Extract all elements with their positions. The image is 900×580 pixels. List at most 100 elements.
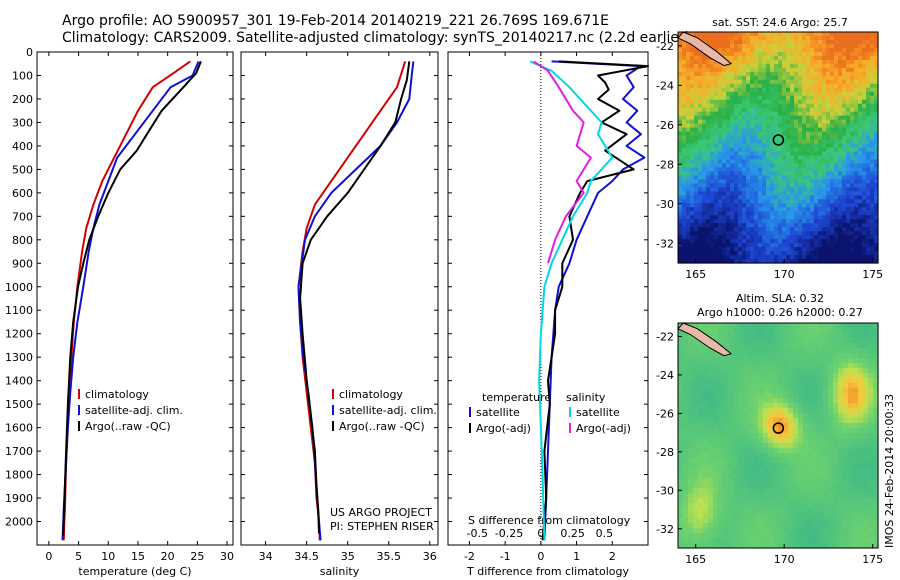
- sst-map-cell: [834, 239, 839, 244]
- sst-map-cell: [798, 99, 803, 105]
- sst-map-cell: [778, 175, 783, 180]
- sst-map-cell: [746, 231, 751, 236]
- sst-map-cell: [790, 167, 795, 172]
- sla-map-cell: [703, 403, 709, 409]
- sst-map-cell: [858, 83, 863, 89]
- sla-map-cell: [758, 453, 764, 459]
- sst-map-cell: [810, 107, 815, 113]
- sst-map-cell: [738, 243, 743, 248]
- sst-map-cell: [830, 95, 835, 101]
- sst-map-cell: [802, 207, 807, 212]
- sla-map-cell: [758, 478, 764, 484]
- sla-map-cell: [798, 428, 804, 434]
- sla-map-cell: [873, 488, 879, 494]
- sst-map-cell: [698, 191, 703, 196]
- sst-map-cell: [838, 51, 843, 57]
- sst-map-cell: [806, 207, 811, 212]
- sla-map-cell: [773, 433, 779, 439]
- sst-map-cell: [698, 255, 703, 260]
- sst-map-cell: [750, 119, 755, 125]
- sla-map-cell: [818, 538, 824, 544]
- sla-map-cell: [818, 343, 824, 349]
- sst-map-cell: [758, 79, 763, 85]
- temperature-legend-label: satellite-adj. clim.: [85, 404, 183, 417]
- sla-map-cell: [703, 448, 709, 454]
- sst-map-cell: [862, 187, 867, 192]
- sst-map-cell: [734, 32, 739, 37]
- sla-map-cell: [798, 448, 804, 454]
- sst-map-cell: [770, 83, 775, 89]
- sla-map-cell: [798, 443, 804, 449]
- sst-map-cell: [738, 167, 743, 172]
- sst-map-cell: [786, 243, 791, 248]
- sst-map-cell: [762, 83, 767, 89]
- sla-map-cell: [848, 423, 854, 429]
- sla-map-cell: [713, 368, 719, 374]
- sla-map-cell: [813, 348, 819, 354]
- sla-map-cell: [768, 493, 774, 499]
- sst-map-cell: [814, 75, 819, 81]
- sst-map-cell: [826, 203, 831, 208]
- sla-map-cell: [838, 388, 844, 394]
- sla-map-cell: [728, 538, 734, 544]
- sla-map-cell: [838, 483, 844, 489]
- sst-map-cell: [846, 259, 851, 264]
- sla-map-cell: [818, 528, 824, 534]
- sst-map-cell: [746, 247, 751, 252]
- sst-map-cell: [830, 211, 835, 216]
- sst-map-cell: [874, 87, 879, 93]
- sst-map-cell: [850, 119, 855, 125]
- sst-map-cell: [770, 163, 775, 169]
- sla-map-cell: [693, 533, 699, 539]
- sst-map-cell: [698, 75, 703, 81]
- sst-map-cell: [742, 155, 747, 161]
- sst-map-cell: [754, 99, 759, 105]
- sst-map-cell: [874, 211, 879, 216]
- sst-map-cell: [806, 95, 811, 101]
- sla-map-cell: [703, 378, 709, 384]
- sst-map-cell: [738, 183, 743, 188]
- sla-map-cell: [843, 433, 849, 439]
- sst-map-cell: [846, 163, 851, 169]
- sla-map-cell: [853, 503, 859, 509]
- sst-map-cell: [762, 163, 767, 169]
- sst-map-cell: [762, 143, 767, 149]
- sst-map-cell: [766, 239, 771, 244]
- sla-map-cell: [738, 513, 744, 519]
- sst-map-cell: [694, 207, 699, 212]
- sst-map-cell: [866, 87, 871, 93]
- sst-map-cell: [682, 199, 687, 204]
- sla-map-cell: [873, 323, 879, 329]
- sst-map-cell: [822, 187, 827, 192]
- sla-map-cell: [733, 538, 739, 544]
- sst-map-cell: [866, 51, 871, 57]
- sla-map-cell: [688, 468, 694, 474]
- sla-map-cell: [743, 398, 749, 404]
- sst-map-cell: [866, 187, 871, 192]
- sla-map-cell: [708, 423, 714, 429]
- sla-map-cell: [758, 378, 764, 384]
- sst-map-cell: [866, 151, 871, 157]
- sst-map-cell: [758, 135, 763, 141]
- sla-map-cell: [723, 378, 729, 384]
- sst-map-cell: [762, 55, 767, 61]
- sst-map-cell: [842, 99, 847, 105]
- sla-map-cell: [798, 513, 804, 519]
- sla-map-cell: [778, 488, 784, 494]
- sst-map-cell: [754, 195, 759, 200]
- sst-map-cell: [694, 223, 699, 228]
- difference-legend-label: Argo(-adj): [576, 422, 631, 435]
- sst-map-cell: [738, 119, 743, 125]
- sst-map-cell: [866, 199, 871, 204]
- sst-map-cell: [806, 215, 811, 220]
- sst-map-cell: [766, 75, 771, 81]
- sst-map-cell: [762, 215, 767, 220]
- sla-map-cell: [793, 353, 799, 359]
- sla-map-cell: [748, 473, 754, 479]
- sst-map-cell: [706, 35, 711, 41]
- sst-map-cell: [838, 35, 843, 41]
- sst-map-cell: [754, 135, 759, 141]
- sst-map-cell: [818, 183, 823, 188]
- sla-map-cell: [808, 358, 814, 364]
- sst-map-cell: [750, 103, 755, 109]
